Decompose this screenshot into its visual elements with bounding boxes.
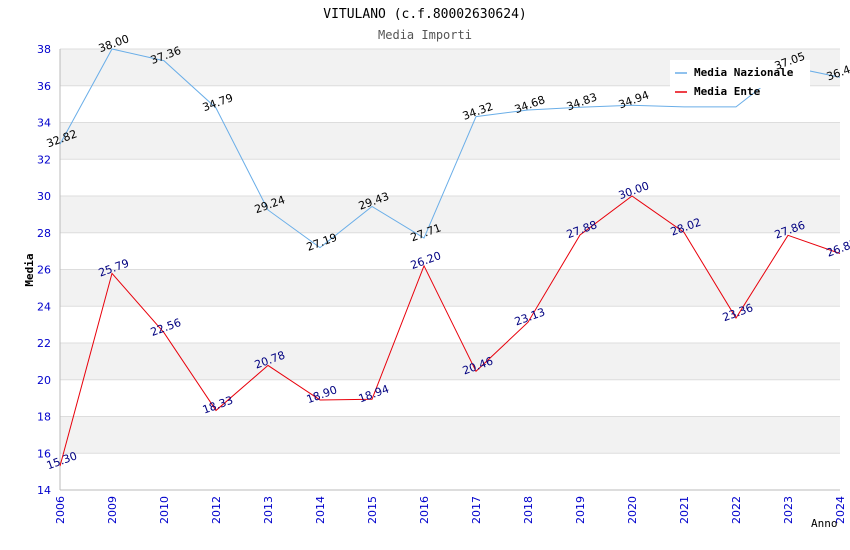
x-tick-label: 2016 bbox=[418, 496, 431, 524]
legend-label-media-ente: Media Ente bbox=[694, 85, 761, 98]
x-tick-labels: 2006 2009 2010 2012 2013 2014 2015 2016 2017 2018… bbox=[54, 496, 847, 524]
x-tick-label: 2022 bbox=[730, 496, 743, 524]
x-tick-label: 2017 bbox=[470, 496, 483, 524]
grid-band bbox=[60, 232, 840, 270]
grid-band bbox=[60, 269, 840, 307]
x-axis-label: Anno bbox=[811, 517, 838, 530]
y-tick-label: 18 bbox=[37, 411, 51, 424]
x-tick-label: 2024 bbox=[834, 496, 847, 524]
x-tick-label: 2023 bbox=[782, 496, 795, 524]
x-tick-label: 2015 bbox=[366, 496, 379, 524]
grid-band bbox=[60, 122, 840, 160]
series-line-media-nazionale bbox=[59, 48, 841, 249]
x-tick-label: 2014 bbox=[314, 496, 327, 524]
legend: Media Nazionale Media Ente bbox=[670, 60, 810, 98]
x-tick-label: 2012 bbox=[210, 496, 223, 524]
grid-band bbox=[60, 416, 840, 454]
grid-bands bbox=[60, 49, 840, 490]
x-tick-label: 2020 bbox=[626, 496, 639, 524]
grid-band bbox=[60, 196, 840, 233]
grid-band bbox=[60, 85, 840, 123]
y-tick-label: 36 bbox=[37, 80, 51, 93]
legend-background bbox=[670, 60, 810, 88]
y-tick-label: 26 bbox=[37, 264, 51, 277]
x-tick-label: 2009 bbox=[106, 496, 119, 524]
grid-band bbox=[60, 343, 840, 380]
y-tick-label: 38 bbox=[37, 43, 51, 56]
x-tick-label: 2010 bbox=[158, 496, 171, 524]
y-tick-label: 22 bbox=[37, 337, 51, 350]
series-lines bbox=[59, 48, 841, 467]
y-tick-label: 32 bbox=[37, 153, 51, 166]
x-tick-label: 2013 bbox=[262, 496, 275, 524]
chart-title: VITULANO (c.f.80002630624) bbox=[323, 7, 527, 22]
y-tick-labels: 14 16 18 20 22 24 26 28 30 32 34 36 38 bbox=[37, 43, 51, 497]
y-tick-label: 16 bbox=[37, 447, 51, 460]
x-tick-label: 2021 bbox=[678, 496, 691, 524]
x-tick-label: 2019 bbox=[574, 496, 587, 524]
y-tick-label: 14 bbox=[37, 484, 51, 497]
axes bbox=[59, 49, 840, 491]
series-line-media-ente bbox=[59, 195, 841, 467]
legend-label-media-nazionale: Media Nazionale bbox=[694, 66, 794, 79]
y-tick-label: 30 bbox=[37, 190, 51, 203]
grid-band bbox=[60, 453, 840, 490]
chart-subtitle: Media Importi bbox=[378, 28, 472, 42]
y-tick-label: 28 bbox=[37, 227, 51, 240]
y-tick-label: 20 bbox=[37, 374, 51, 387]
y-tick-label: 24 bbox=[37, 300, 51, 313]
x-tick-label: 2018 bbox=[522, 496, 535, 524]
grid-band bbox=[60, 379, 840, 417]
x-tick-label: 2006 bbox=[54, 496, 67, 524]
grid-band bbox=[60, 306, 840, 343]
y-tick-label: 34 bbox=[37, 117, 51, 130]
y-axis-label: Media bbox=[23, 253, 36, 286]
